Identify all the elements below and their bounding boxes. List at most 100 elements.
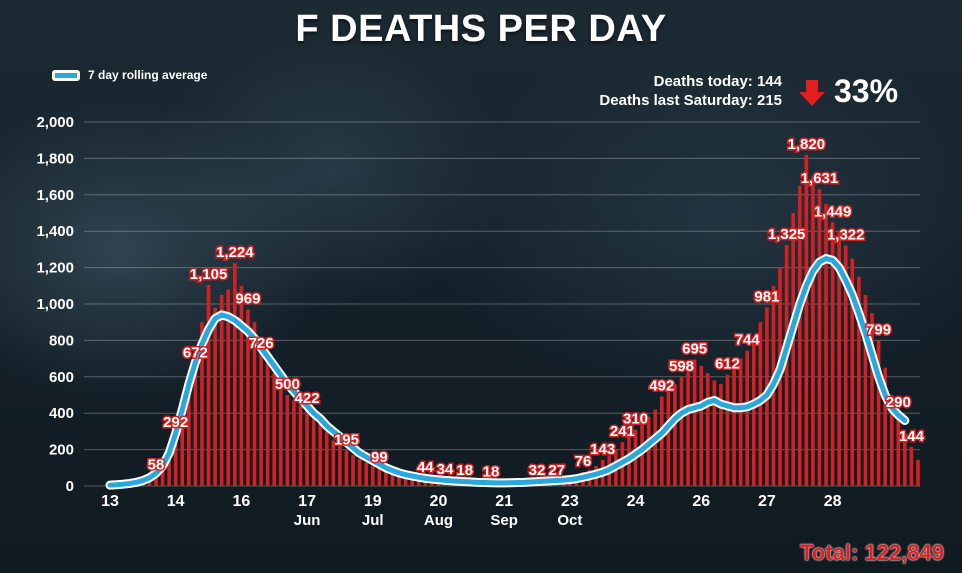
bar — [889, 395, 894, 486]
data-label: 981 — [754, 288, 779, 305]
data-label: 290 — [886, 394, 911, 411]
bar — [751, 340, 756, 486]
data-label: 292 — [163, 414, 188, 431]
bar — [246, 309, 250, 486]
bar — [298, 405, 303, 486]
data-label: 1,449 — [814, 203, 852, 220]
bar — [896, 413, 901, 486]
data-label: 1,322 — [827, 226, 865, 243]
data-label: 598 — [669, 358, 694, 375]
bar — [876, 340, 881, 486]
data-label: 58 — [148, 456, 165, 473]
x-tick-label: 14 — [167, 493, 185, 510]
total-deaths: Total: 122,849 — [800, 540, 944, 565]
bar — [811, 176, 815, 486]
y-axis: 2,000 1,800 1,600 1,400 1,200 1,000 800 600 400 2… — [36, 114, 74, 495]
bar — [830, 222, 835, 486]
bar — [187, 384, 191, 486]
bar — [653, 409, 658, 486]
data-label: 1,105 — [190, 266, 228, 283]
bar — [318, 420, 323, 486]
bar — [863, 294, 868, 486]
data-label: 969 — [235, 291, 260, 308]
y-tick-label: 1,000 — [36, 296, 74, 313]
data-label: 241 — [610, 423, 635, 440]
bar — [259, 353, 263, 486]
y-tick-label: 400 — [49, 405, 74, 422]
stats-box: Deaths today: 144 Deaths last Saturday: … — [599, 72, 782, 110]
x-month-label: Oct — [557, 512, 582, 529]
data-label: 34 — [437, 461, 454, 478]
bar — [305, 409, 309, 486]
bar — [660, 396, 664, 486]
data-label: 500 — [275, 376, 300, 393]
bar — [403, 475, 408, 486]
x-tick-label: 27 — [758, 493, 776, 510]
data-label: 76 — [575, 453, 592, 470]
data-label: 672 — [183, 345, 208, 362]
bar — [797, 185, 802, 486]
bar — [370, 465, 375, 486]
data-label: 1,325 — [768, 226, 806, 243]
bar — [857, 276, 861, 486]
bar — [226, 289, 231, 486]
y-tick-label: 800 — [49, 332, 74, 349]
x-tick-label: 28 — [824, 493, 842, 510]
bar — [147, 479, 152, 486]
bar — [791, 213, 795, 486]
bar — [397, 473, 401, 486]
data-label: 44 — [417, 459, 434, 476]
data-label: 744 — [735, 332, 761, 349]
rolling-average-series — [105, 254, 910, 490]
bar — [200, 322, 204, 486]
deaths-last-saturday: Deaths last Saturday: 215 — [599, 92, 782, 109]
y-tick-label: 2,000 — [36, 114, 74, 131]
x-tick-label: 16 — [232, 493, 250, 510]
bar — [738, 358, 743, 486]
chart-title: F DEATHS PER DAY — [295, 8, 667, 50]
y-tick-label: 1,800 — [36, 150, 74, 167]
data-label: 799 — [866, 322, 891, 339]
x-month-label: Aug — [424, 512, 453, 529]
data-label: 726 — [249, 335, 274, 352]
x-tick-label: 23 — [561, 493, 579, 510]
bar — [824, 203, 828, 486]
rolling-average-line — [107, 256, 908, 488]
data-label: 32 — [529, 462, 546, 479]
y-tick-label: 1,400 — [36, 223, 74, 240]
bar — [732, 369, 736, 486]
bar — [344, 450, 349, 486]
bar — [804, 154, 809, 486]
x-month-label: Jul — [362, 512, 384, 529]
bar — [692, 359, 697, 486]
legend: 7 day rolling average — [52, 68, 207, 82]
bar — [193, 363, 198, 486]
y-tick-label: 0 — [66, 478, 74, 495]
bar — [265, 358, 270, 486]
bar — [285, 395, 290, 486]
deaths-today: Deaths today: 144 — [653, 73, 782, 90]
x-tick-label: 19 — [364, 493, 382, 510]
data-label: 310 — [623, 411, 648, 428]
y-tick-label: 600 — [49, 369, 74, 386]
bar — [219, 294, 224, 486]
bar — [850, 258, 855, 486]
bar — [870, 313, 874, 486]
bar — [167, 449, 171, 486]
data-label: 99 — [371, 449, 388, 466]
bar — [351, 455, 355, 486]
x-tick-label: 13 — [101, 493, 119, 510]
bar — [784, 244, 789, 486]
bar — [705, 373, 710, 486]
bar — [292, 400, 296, 486]
bar — [712, 380, 717, 486]
bar — [154, 475, 158, 486]
y-tick-label: 200 — [49, 442, 74, 459]
bar — [666, 391, 671, 486]
data-label: 612 — [715, 356, 740, 373]
y-tick-label: 1,600 — [36, 187, 74, 204]
x-tick-label: 17 — [298, 493, 316, 510]
bar — [679, 377, 684, 486]
bar — [817, 189, 822, 486]
